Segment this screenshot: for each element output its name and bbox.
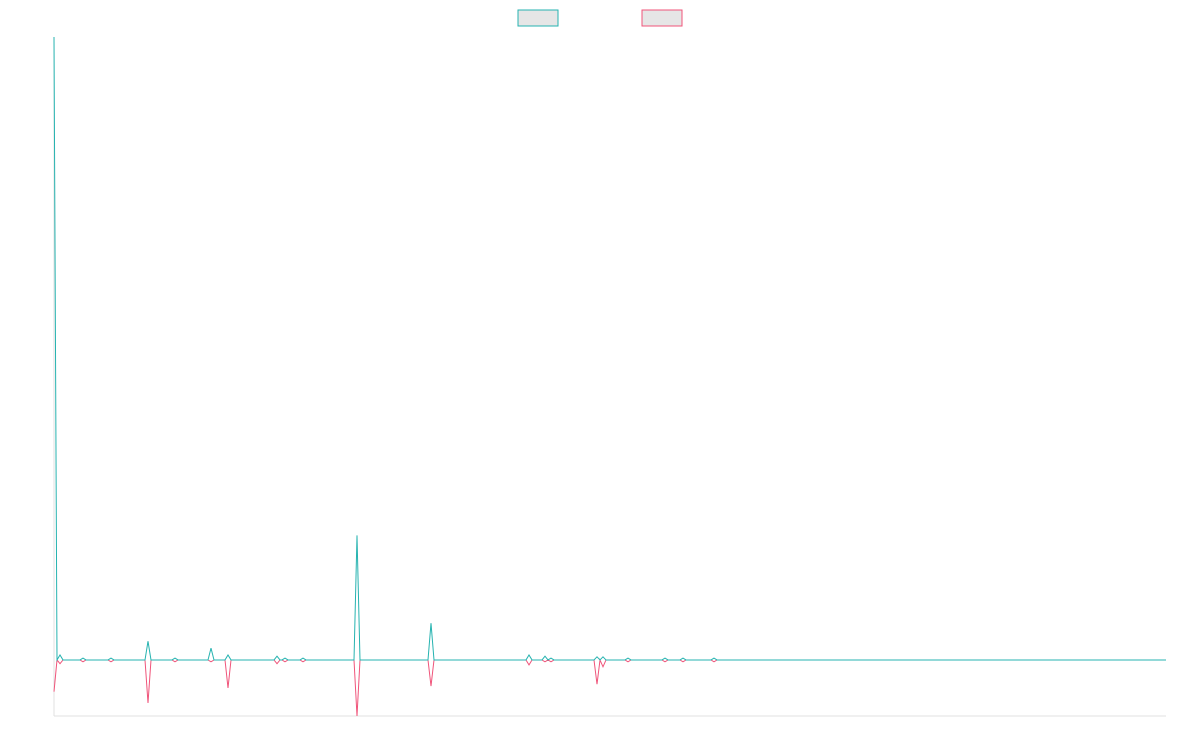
legend-swatch[interactable]: [641, 9, 683, 27]
series-line: [53, 36, 1166, 662]
legend-swatch[interactable]: [517, 9, 559, 27]
series-line: [53, 658, 1166, 717]
